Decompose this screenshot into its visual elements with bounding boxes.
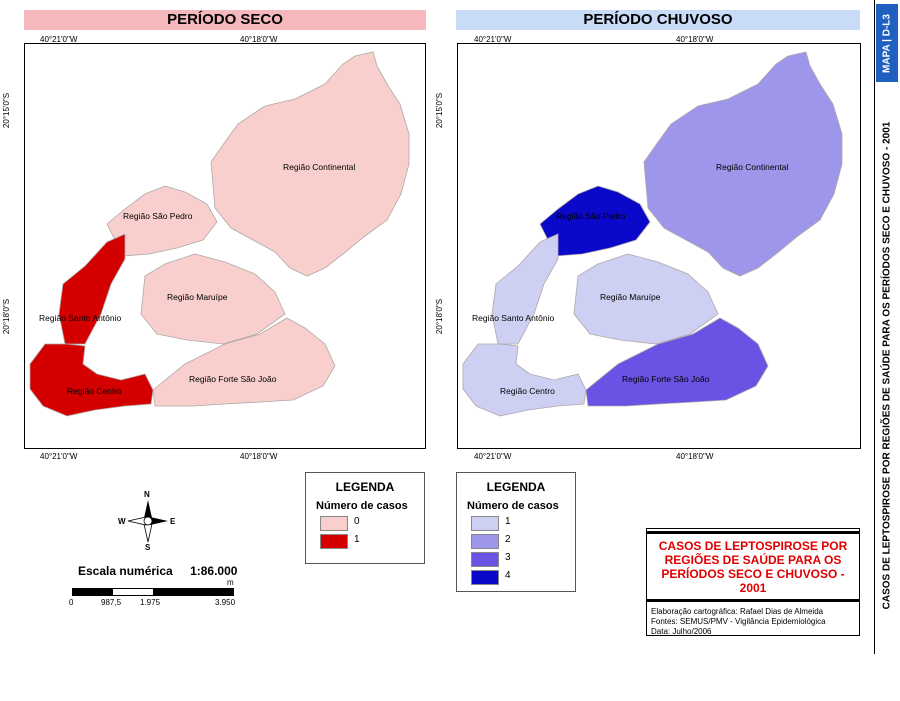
wet-map-frame: Região Continental Região São Pedro Regi… (457, 43, 861, 449)
region-continental-dry (210, 51, 410, 277)
region-maruipe-wet (573, 253, 719, 345)
region-sao-pedro-wet (539, 185, 651, 257)
legend-wet-subtitle: Número de casos (467, 500, 559, 512)
label-forte-wet: Região Forte São João (622, 374, 710, 384)
region-sao-pedro-dry (106, 185, 218, 257)
lat-label-left-4: 20°18'0"S (435, 298, 445, 335)
credit-line-2: Fontes: SEMUS/PMV - Vigilância Epidemiol… (651, 617, 826, 626)
region-maruipe-dry (140, 253, 286, 345)
side-bar (874, 0, 900, 654)
wet-map: Região Continental Região São Pedro Regi… (462, 51, 843, 417)
legend-label: 2 (505, 534, 511, 545)
legend-swatch (471, 552, 499, 567)
label-sao-pedro-dry: Região São Pedro (123, 211, 193, 221)
legend-swatch (320, 534, 348, 549)
legend-label: 0 (354, 516, 360, 527)
compass-s: S (145, 543, 151, 552)
credit-line-1: Elaboração cartográfica: Rafael Dias de … (651, 607, 824, 616)
scale-label: Escala numérica (78, 564, 173, 578)
legend-swatch (471, 534, 499, 549)
label-continental-wet: Região Continental (716, 162, 788, 172)
region-forte-sao-joao-dry (152, 317, 336, 407)
region-forte-sao-joao-wet (585, 317, 769, 407)
label-continental-dry: Região Continental (283, 162, 355, 172)
north-arrow: N S W E (118, 490, 178, 552)
side-vertical-title: CASOS DE LEPTOSPIROSE POR REGIÕES DE SAÚ… (881, 121, 893, 610)
credit-line-3: Data: Julho/2006 (651, 627, 712, 636)
lon-label-top-1: 40°21'0"W (40, 35, 78, 44)
lon-label-bottom-2: 40°18'0"W (240, 452, 278, 461)
title-box-title: CASOS DE LEPTOSPIROSE POR REGIÕES DE SAÚ… (658, 539, 848, 595)
legend-dry-subtitle: Número de casos (316, 500, 408, 512)
compass-rose-icon (127, 500, 168, 543)
compass-n: N (144, 490, 150, 499)
lon-label-top-2: 40°18'0"W (240, 35, 278, 44)
region-centro-dry (29, 343, 154, 417)
legend-wet: LEGENDA Número de casos 1 2 3 4 (456, 472, 576, 592)
wet-period-title: PERÍODO CHUVOSO (456, 10, 860, 30)
label-maruipe-dry: Região Maruípe (167, 292, 228, 302)
legend-swatch (471, 570, 499, 585)
compass-w: W (118, 517, 126, 526)
scale-tick-0: 0 (69, 598, 74, 607)
legend-wet-title: LEGENDA (486, 480, 546, 494)
legend-label: 4 (505, 570, 511, 581)
scale-text: Escala numérica 1:86.000 (78, 564, 237, 578)
dry-map-frame: Região Continental Região São Pedro Regi… (24, 43, 426, 449)
scale-value: 1:86.000 (190, 564, 238, 578)
lat-label-left-1: 20°15'0"S (2, 92, 12, 129)
lat-label-left-2: 20°18'0"S (2, 298, 12, 335)
dry-period-title: PERÍODO SECO (24, 10, 426, 30)
region-santo-antonio-wet (491, 233, 559, 345)
region-centro-wet (462, 343, 587, 417)
label-centro-wet: Região Centro (500, 386, 555, 396)
map-id-box (876, 4, 898, 82)
legend-label: 1 (354, 534, 360, 545)
lon-label-top-4: 40°18'0"W (676, 35, 714, 44)
scale-unit: m (227, 578, 234, 587)
lat-label-left-3: 20°15'0"S (435, 92, 445, 129)
label-centro-dry: Região Centro (67, 386, 122, 396)
lon-label-top-3: 40°21'0"W (474, 35, 512, 44)
legend-dry-title: LEGENDA (335, 480, 395, 494)
label-sao-pedro-wet: Região São Pedro (556, 211, 626, 221)
label-forte-dry: Região Forte São João (189, 374, 277, 384)
legend-dry: LEGENDA Número de casos 0 1 (305, 472, 425, 564)
scale-tick-2: 1.975 (140, 598, 161, 607)
lon-label-bottom-3: 40°21'0"W (474, 452, 512, 461)
scale-tick-1: 987,5 (101, 598, 122, 607)
region-continental-wet (643, 51, 843, 277)
label-maruipe-wet: Região Maruípe (600, 292, 661, 302)
dry-map: Região Continental Região São Pedro Regi… (29, 51, 410, 417)
label-santo-antonio-wet: Região Santo Antônio (472, 313, 555, 323)
region-santo-antonio-dry (58, 233, 126, 345)
lon-label-bottom-4: 40°18'0"W (676, 452, 714, 461)
legend-label: 3 (505, 552, 511, 563)
label-santo-antonio-dry: Região Santo Antônio (39, 313, 122, 323)
scale-bar (72, 588, 234, 596)
lon-label-bottom-1: 40°21'0"W (40, 452, 78, 461)
title-box: CASOS DE LEPTOSPIROSE POR REGIÕES DE SAÚ… (646, 528, 860, 636)
legend-swatch (471, 516, 499, 531)
scale-tick-3: 3.950 (215, 598, 236, 607)
compass-e: E (170, 517, 176, 526)
legend-swatch (320, 516, 348, 531)
legend-label: 1 (505, 516, 511, 527)
